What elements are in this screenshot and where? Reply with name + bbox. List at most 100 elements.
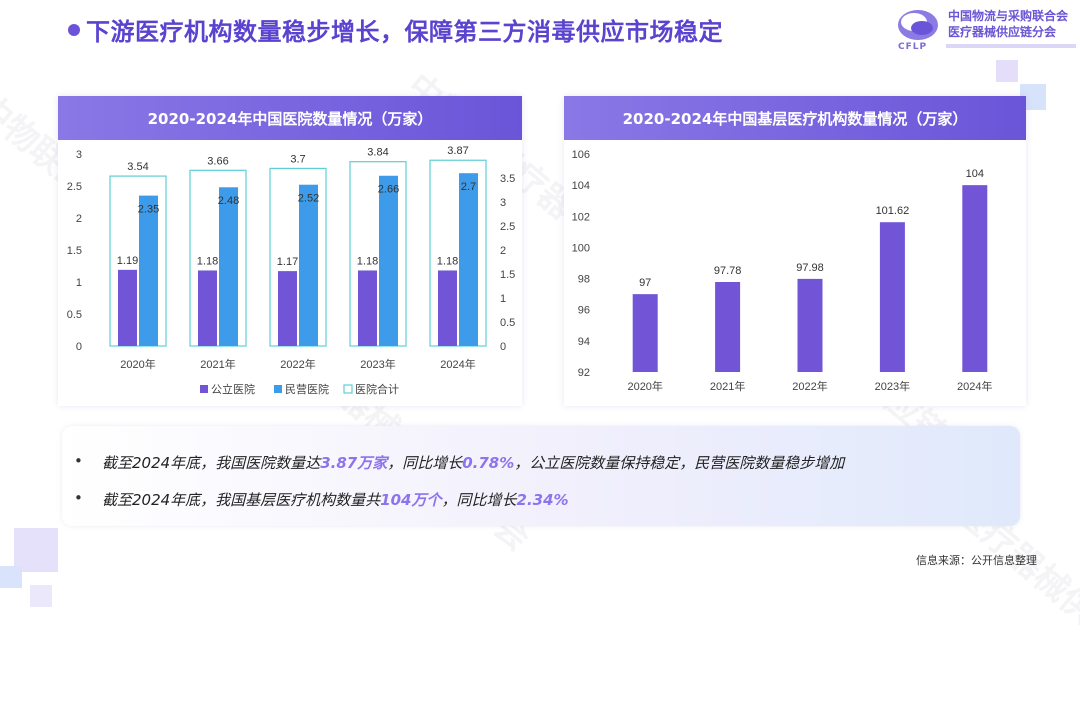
y-left-tick-label: 2 (76, 213, 82, 225)
summary-highlight: 3.87万家 (320, 454, 388, 472)
public-data-label: 1.18 (437, 255, 458, 267)
logo-text: CFLP (898, 42, 928, 52)
hospital-chart-panel: 2020-2024年中国医院数量情况（万家） 0 0.5 1 1.5 2 2.5 3 0 0.5… (58, 96, 522, 406)
legend-swatch (200, 385, 208, 393)
bar-data-label: 97 (639, 277, 651, 289)
private-data-label: 2.48 (218, 195, 239, 207)
legend-swatch (274, 385, 282, 393)
y-left-tick-label: 2.5 (67, 181, 82, 193)
y-right-tick-label: 3 (500, 197, 506, 209)
y-right-tick-label: 0.5 (500, 317, 515, 329)
hospital-chart-title: 2020-2024年中国医院数量情况（万家） (58, 96, 522, 140)
org-name: 中国物流与采购联合会 医疗器械供应链分会 (948, 8, 1068, 40)
summary-highlight: 104万个 (380, 491, 442, 509)
y-right-tick-label: 3.5 (500, 173, 515, 185)
public-hospital-bar (438, 270, 457, 346)
x-tick-label: 2020年 (120, 357, 155, 371)
summary-text: 截至2024年底，我国医院数量达 (102, 454, 321, 472)
bar-data-label: 97.98 (796, 262, 824, 274)
institution-bar (715, 281, 741, 372)
total-data-label: 3.66 (207, 155, 228, 167)
summary-line-1: 截至2024年底，我国医院数量达3.87万家，同比增长0.78%，公立医院数量保… (102, 452, 844, 473)
x-tick-label: 2022年 (792, 379, 827, 393)
x-tick-label: 2024年 (957, 379, 992, 393)
y-right-tick-label: 1.5 (500, 269, 515, 281)
y-tick-label: 106 (572, 149, 590, 161)
total-hospital-bar (429, 159, 487, 347)
hospital-chart: 0 0.5 1 1.5 2 2.5 3 0 0.5 1 1.5 2 2.5 3 3.5 3.54 1.19 2.3… (67, 145, 516, 396)
total-hospital-bar (109, 175, 167, 347)
bar-data-label: 104 (966, 168, 984, 180)
y-left-tick-label: 3 (76, 149, 82, 161)
private-hospital-bar (139, 195, 158, 346)
legend-label: 公立医院 (211, 382, 255, 396)
primary-care-chart-panel: 2020-2024年中国基层医疗机构数量情况（万家） 92 94 96 98 100 10… (564, 96, 1026, 406)
decor-square (0, 566, 22, 588)
total-data-label: 3.84 (367, 147, 388, 159)
decor-square (14, 528, 58, 572)
public-hospital-bar (278, 271, 297, 346)
total-hospital-bar (189, 169, 247, 347)
decor-square (30, 585, 52, 607)
total-data-label: 3.87 (447, 145, 468, 157)
y-right-tick-label: 2.5 (500, 221, 515, 233)
primary-care-chart: 92 94 96 98 100 102 104 106 97 2020年 97.78 2021年 97.… (572, 149, 993, 393)
y-tick-label: 104 (572, 180, 590, 192)
y-left-tick-label: 1.5 (67, 245, 82, 257)
y-tick-label: 96 (578, 305, 590, 317)
public-hospital-bar (118, 269, 137, 346)
y-tick-label: 94 (578, 336, 590, 348)
public-hospital-bar (358, 270, 377, 346)
y-right-tick-label: 1 (500, 293, 506, 305)
legend-swatch (343, 384, 353, 394)
org-line-1: 中国物流与采购联合会 (948, 9, 1069, 23)
y-right-tick-label: 0 (500, 341, 506, 353)
decor-square (996, 60, 1018, 82)
y-tick-label: 100 (572, 242, 590, 254)
total-hospital-bar (349, 161, 407, 347)
public-data-label: 1.17 (277, 256, 298, 268)
summary-text: 截至2024年底，我国基层医疗机构数量共 (102, 491, 381, 509)
bar-data-label: 101.62 (876, 205, 910, 217)
org-divider (946, 44, 1076, 48)
y-tick-label: 92 (578, 367, 590, 379)
x-tick-label: 2024年 (440, 357, 475, 371)
private-hospital-bar (459, 173, 478, 346)
org-line-2: 医疗器械供应链分会 (948, 25, 1057, 39)
x-tick-label: 2021年 (200, 357, 235, 371)
private-hospital-bar (219, 187, 238, 346)
public-data-label: 1.18 (357, 255, 378, 267)
title-bullet-icon (68, 24, 80, 36)
private-hospital-bar (379, 175, 398, 346)
bullet-icon: • (74, 489, 83, 507)
private-data-label: 2.7 (461, 181, 476, 193)
public-data-label: 1.19 (117, 255, 138, 267)
summary-box (62, 426, 1020, 526)
total-data-label: 3.54 (127, 161, 148, 173)
x-tick-label: 2023年 (875, 379, 910, 393)
legend-label: 民营医院 (285, 382, 329, 396)
summary-text: ，同比增长 (387, 454, 463, 472)
summary-highlight: 2.34% (516, 491, 569, 509)
y-tick-label: 102 (572, 211, 590, 223)
institution-bar (962, 185, 988, 372)
primary-care-chart-title: 2020-2024年中国基层医疗机构数量情况（万家） (564, 96, 1026, 140)
bar-data-label: 97.78 (714, 265, 742, 277)
y-left-tick-label: 1 (76, 277, 82, 289)
institution-bar (797, 278, 823, 372)
public-data-label: 1.18 (197, 255, 218, 267)
y-left-tick-label: 0 (76, 341, 82, 353)
total-data-label: 3.7 (290, 153, 305, 165)
total-hospital-bar (269, 167, 327, 347)
x-tick-label: 2023年 (360, 357, 395, 371)
cflp-logo-icon (898, 10, 938, 40)
summary-highlight: 0.78% (462, 454, 515, 472)
page-title: 下游医疗机构数量稳步增长，保障第三方消毒供应市场稳定 (86, 18, 723, 46)
institution-bar (879, 222, 905, 372)
summary-text: ，公立医院数量保持稳定，民营医院数量稳步增加 (514, 454, 845, 472)
y-tick-label: 98 (578, 274, 590, 286)
x-tick-label: 2021年 (710, 379, 745, 393)
institution-bar (632, 294, 658, 372)
y-left-tick-label: 0.5 (67, 309, 82, 321)
private-data-label: 2.52 (298, 193, 319, 205)
